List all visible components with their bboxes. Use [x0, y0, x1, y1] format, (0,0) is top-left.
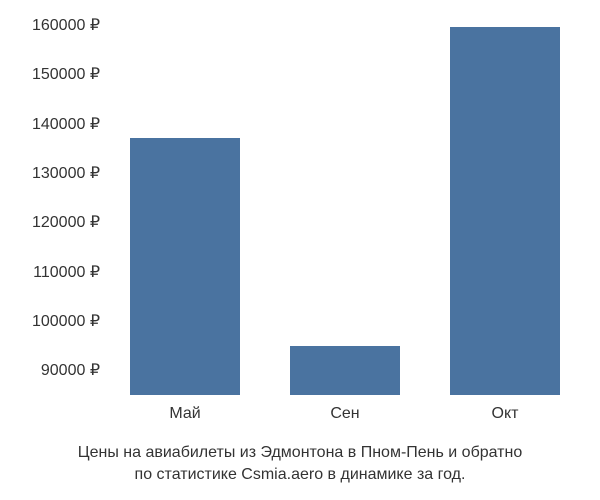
y-tick-label: 90000 ₽: [0, 360, 100, 380]
y-tick-label: 150000 ₽: [0, 64, 100, 84]
y-tick-label: 120000 ₽: [0, 212, 100, 232]
y-tick-label: 140000 ₽: [0, 114, 100, 134]
caption-line2: по статистике Csmia.aero в динамике за г…: [135, 466, 466, 483]
price-chart: Цены на авиабилеты из Эдмонтона в Пном-П…: [0, 0, 600, 500]
y-tick-label: 160000 ₽: [0, 15, 100, 35]
y-tick-label: 130000 ₽: [0, 163, 100, 183]
bar: [290, 346, 400, 395]
chart-caption: Цены на авиабилеты из Эдмонтона в Пном-П…: [0, 442, 600, 485]
y-tick-label: 110000 ₽: [0, 262, 100, 282]
x-tick-label: Май: [169, 405, 200, 423]
caption-line1: Цены на авиабилеты из Эдмонтона в Пном-П…: [78, 444, 522, 461]
bar: [450, 27, 560, 395]
plot-area: [110, 15, 580, 395]
x-tick-label: Окт: [492, 405, 519, 423]
x-tick-label: Сен: [330, 405, 359, 423]
bar: [130, 138, 240, 395]
y-tick-label: 100000 ₽: [0, 311, 100, 331]
